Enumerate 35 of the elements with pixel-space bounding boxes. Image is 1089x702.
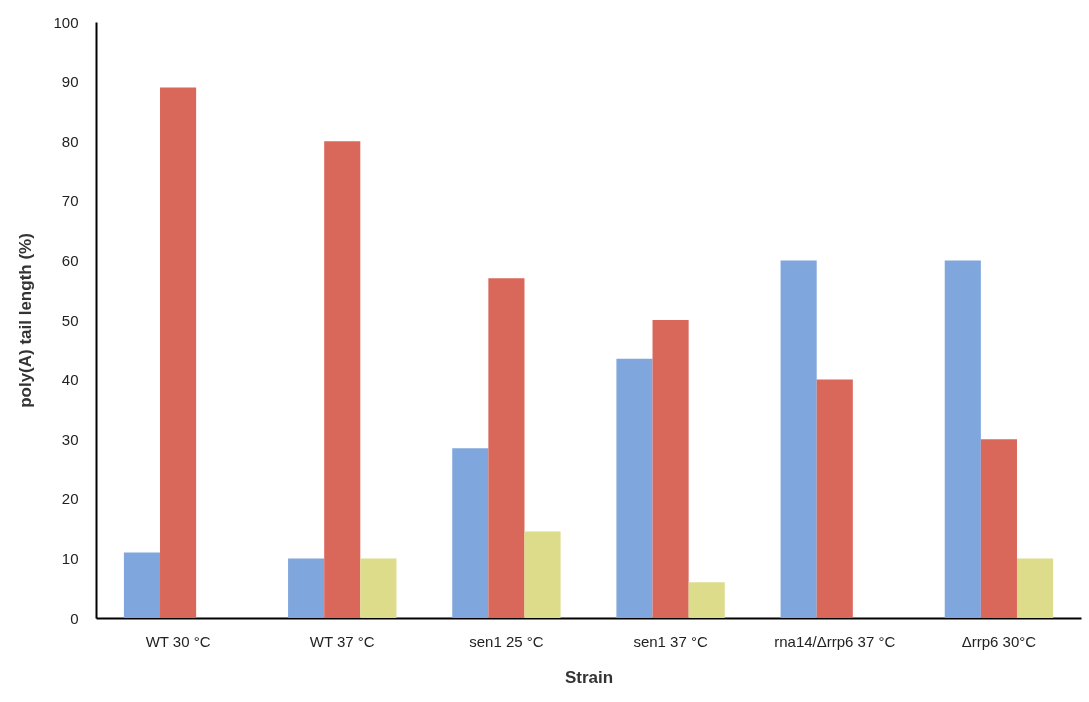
bar: [816, 379, 853, 618]
x-axis-title: Strain: [564, 667, 614, 687]
bar: [1016, 558, 1054, 618]
y-tick-label: 70: [61, 192, 79, 210]
bar: [160, 87, 197, 618]
y-tick-label: 0: [70, 609, 79, 627]
x-tick-label: WT 37 °C: [309, 632, 375, 650]
bar: [123, 552, 161, 618]
bar: [360, 558, 397, 618]
y-tick-label: 100: [53, 13, 79, 31]
bar: [944, 260, 981, 618]
x-tick-label: sen1 25 °C: [469, 632, 544, 650]
y-tick-label: 20: [61, 490, 79, 508]
y-tick-label: 90: [61, 73, 79, 91]
bar: [524, 531, 561, 618]
bar: [688, 582, 725, 618]
x-tick-label: rna14/Δrrp6 37 °C: [774, 632, 896, 650]
y-tick-label: 60: [61, 251, 79, 269]
bar: [488, 278, 525, 618]
x-tick-label: Δrrp6 30°C: [961, 632, 1037, 650]
bar: [780, 260, 817, 618]
y-tick-label: 40: [61, 371, 79, 389]
y-tick-label: 10: [61, 549, 79, 567]
bar: [652, 320, 689, 618]
x-tick-label: sen1 37 °C: [633, 632, 708, 650]
bar: [616, 358, 653, 618]
bar: [980, 439, 1017, 618]
y-axis-title: poly(A) tail length (%): [16, 233, 36, 408]
y-tick-label: 80: [61, 132, 79, 150]
x-tick-label: WT 30 °C: [145, 632, 211, 650]
bar: [324, 141, 361, 618]
y-tick-label: 50: [61, 311, 79, 329]
y-tick-label: 30: [61, 430, 79, 448]
bar: [288, 558, 325, 618]
bar: [452, 448, 489, 618]
